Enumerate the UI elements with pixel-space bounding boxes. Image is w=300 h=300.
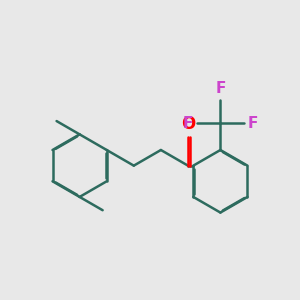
Text: F: F: [248, 116, 258, 131]
Text: F: F: [183, 116, 193, 131]
Text: F: F: [215, 81, 226, 96]
Text: O: O: [181, 115, 195, 133]
